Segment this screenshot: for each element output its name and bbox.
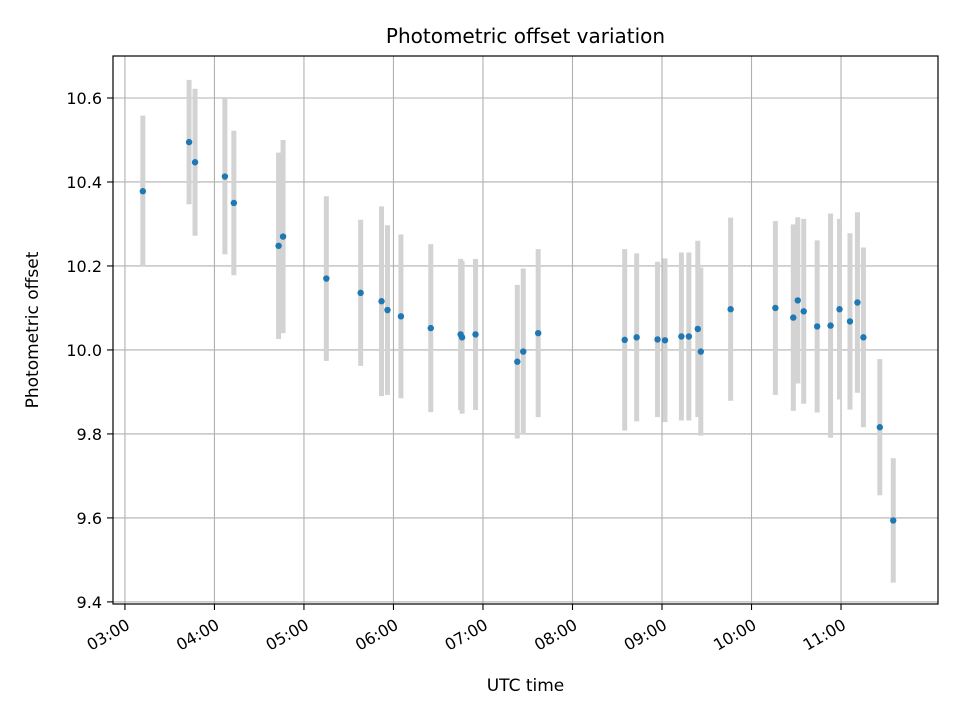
data-point [514,358,521,365]
chart-title: Photometric offset variation [386,24,665,48]
x-axis: 03:00 04:00 05:00 06:00 07:00 08:00 09:00 10:00… [84,604,849,655]
data-point [323,275,330,282]
data-point [678,333,685,340]
data-point [694,325,702,333]
data-point [378,298,385,305]
data-point [772,304,779,312]
x-tick-label: 03:00 [84,615,133,655]
data-point [275,242,282,250]
data-point [139,188,147,195]
data-point [230,199,238,207]
data-point [697,348,704,355]
x-axis-label: UTC time [487,676,565,696]
x-tick-label: 09:00 [621,615,670,655]
data-point [397,313,405,320]
data-point [790,314,797,321]
x-tick-label: 11:00 [800,615,849,655]
data-point [794,297,801,304]
data-point [727,306,734,313]
x-tick-label: 07:00 [442,615,491,655]
y-tick-label: 10.6 [66,89,102,108]
data-point [427,324,434,332]
data-point [876,424,884,431]
x-tick-label: 06:00 [352,615,401,655]
data-point [384,306,391,314]
data-point [458,334,466,341]
y-tick-label: 10.4 [66,173,102,192]
data-point [191,159,199,166]
data-point [185,138,193,146]
data-point [633,334,640,341]
y-tick-label: 10.0 [66,341,102,360]
y-axis-label: Photometric offset [23,251,43,408]
data-point [827,322,834,329]
data-point [534,329,542,337]
data-point [836,306,843,313]
x-tick-label: 08:00 [531,615,580,655]
data-point [854,299,861,306]
data-point [846,318,854,325]
x-tick-label: 04:00 [173,615,222,655]
data-point [685,333,693,340]
y-tick-label: 9.6 [77,509,102,528]
error-bars [140,79,896,583]
data-point [813,323,821,330]
data-point [654,336,661,343]
data-point [661,337,669,344]
y-tick-label: 9.4 [77,593,102,612]
data-point [357,289,364,297]
data-point [221,173,229,180]
y-tick-label: 10.2 [66,257,102,276]
x-tick-label: 05:00 [263,615,312,655]
data-point [520,348,527,355]
y-axis: 9.4 9.6 9.8 10.0 10.2 10.4 10.6 [66,89,113,612]
data-point [621,336,628,344]
data-points [139,138,897,524]
x-tick-label: 10:00 [710,615,759,655]
y-tick-label: 9.8 [77,425,102,444]
data-point [890,517,897,524]
data-point [860,334,867,341]
data-point [800,308,807,315]
data-point [279,233,287,240]
plot-frame [112,55,939,605]
data-point [472,331,479,338]
